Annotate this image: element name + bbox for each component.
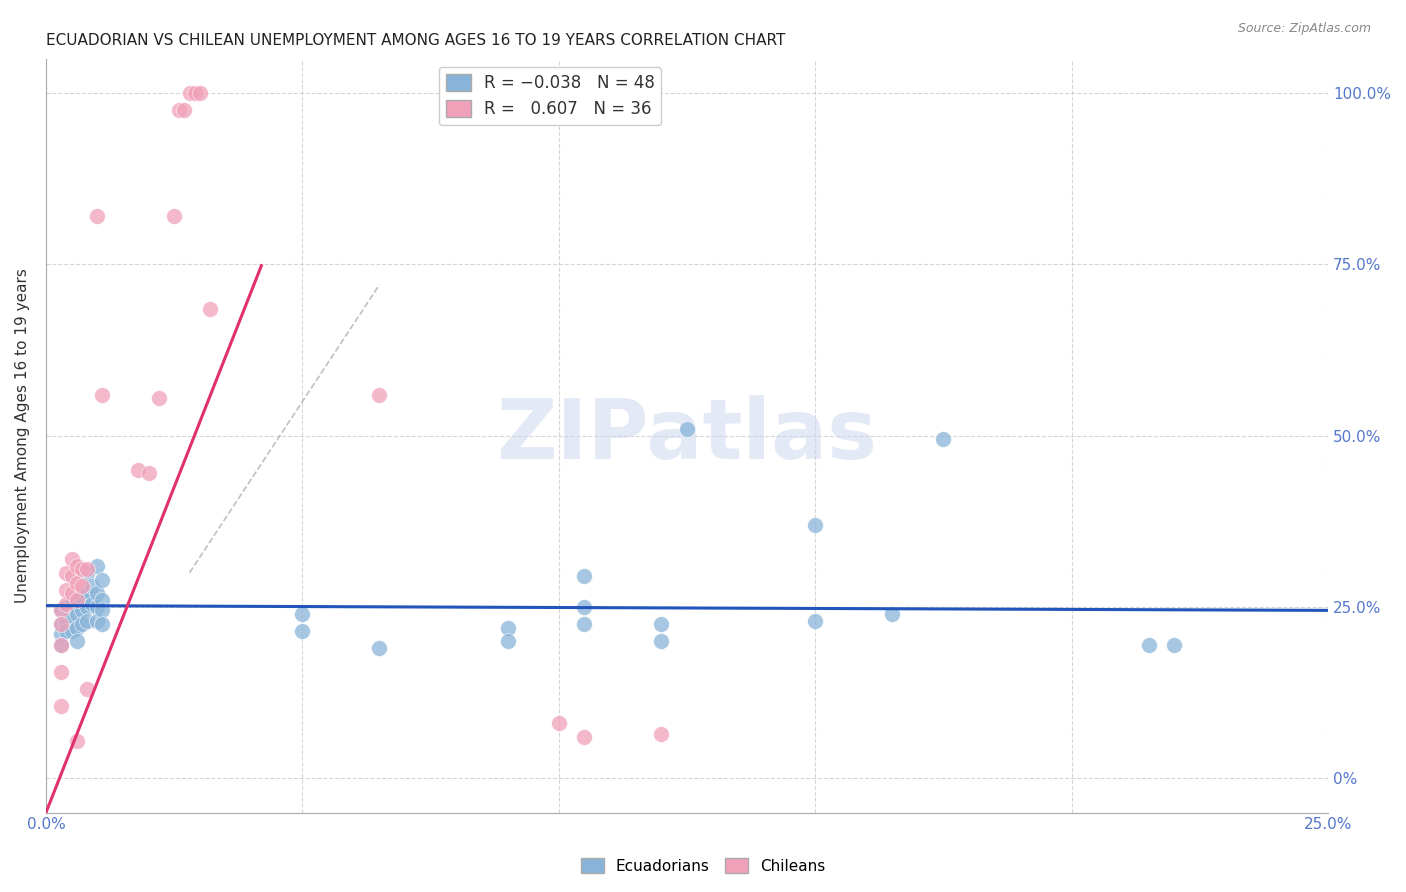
Point (882, 607, 904, 621)
Point (51, 699, 73, 714)
Point (82, 579, 104, 593)
Point (574, 730, 596, 744)
Point (574, 569, 596, 583)
Point (55, 597, 77, 611)
Point (55, 582, 77, 597)
Point (76, 586, 98, 600)
Point (60, 624, 83, 638)
Point (66, 593, 89, 607)
Point (932, 432, 955, 446)
Point (60, 610, 83, 624)
Point (804, 517, 827, 532)
Point (291, 624, 314, 638)
Point (51, 638, 73, 652)
Point (76, 566, 98, 580)
Point (51, 617, 73, 632)
Point (148, 391, 170, 405)
Point (76, 614, 98, 628)
Point (70, 579, 93, 593)
Point (51, 617, 73, 632)
Point (55, 566, 77, 580)
Point (127, 463, 149, 477)
Point (574, 599, 596, 614)
Text: Source: ZipAtlas.com: Source: ZipAtlas.com (1237, 22, 1371, 36)
Point (650, 617, 672, 632)
Point (60, 552, 83, 566)
Text: ECUADORIAN VS CHILEAN UNEMPLOYMENT AMONG AGES 16 TO 19 YEARS CORRELATION CHART: ECUADORIAN VS CHILEAN UNEMPLOYMENT AMONG… (46, 33, 786, 48)
Point (66, 634, 89, 648)
Point (70, 562, 93, 576)
Point (179, 86, 201, 100)
Point (82, 597, 104, 611)
Point (70, 590, 93, 604)
Point (91, 593, 114, 607)
Point (368, 641, 391, 656)
Point (66, 558, 89, 573)
Point (55, 624, 77, 638)
Point (51, 638, 73, 652)
Point (76, 562, 98, 576)
Y-axis label: Unemployment Among Ages 16 to 19 years: Unemployment Among Ages 16 to 19 years (15, 268, 30, 603)
Point (91, 617, 114, 632)
Point (173, 103, 195, 117)
Point (51, 603, 73, 617)
Legend: Ecuadorians, Chileans: Ecuadorians, Chileans (575, 852, 831, 880)
Point (650, 727, 672, 741)
Point (60, 586, 83, 600)
Point (86, 586, 108, 600)
Point (66, 620, 89, 634)
Point (91, 387, 114, 401)
Point (70, 617, 93, 632)
Point (163, 210, 186, 224)
Point (1163, 638, 1185, 652)
Legend: R = −0.038   N = 48, R =   0.607   N = 36: R = −0.038 N = 48, R = 0.607 N = 36 (439, 67, 661, 125)
Text: ZIPatlas: ZIPatlas (496, 395, 877, 476)
Point (91, 603, 114, 617)
Point (86, 210, 108, 224)
Point (55, 599, 77, 614)
Point (51, 627, 73, 641)
Point (76, 599, 98, 614)
Point (547, 716, 569, 731)
Point (91, 573, 114, 587)
Point (804, 614, 827, 628)
Point (86, 614, 108, 628)
Point (574, 617, 596, 632)
Point (66, 607, 89, 621)
Point (368, 387, 391, 401)
Point (60, 569, 83, 583)
Point (86, 599, 108, 614)
Point (51, 603, 73, 617)
Point (138, 467, 160, 481)
Point (76, 682, 98, 697)
Point (496, 620, 519, 634)
Point (86, 558, 108, 573)
Point (60, 597, 83, 611)
Point (66, 733, 89, 747)
Point (496, 634, 519, 648)
Point (676, 422, 699, 436)
Point (198, 301, 221, 316)
Point (70, 603, 93, 617)
Point (650, 634, 672, 648)
Point (66, 593, 89, 607)
Point (55, 614, 77, 628)
Point (51, 665, 73, 679)
Point (1137, 638, 1160, 652)
Point (66, 576, 89, 591)
Point (169, 103, 191, 117)
Point (188, 86, 211, 100)
Point (291, 607, 314, 621)
Point (183, 86, 205, 100)
